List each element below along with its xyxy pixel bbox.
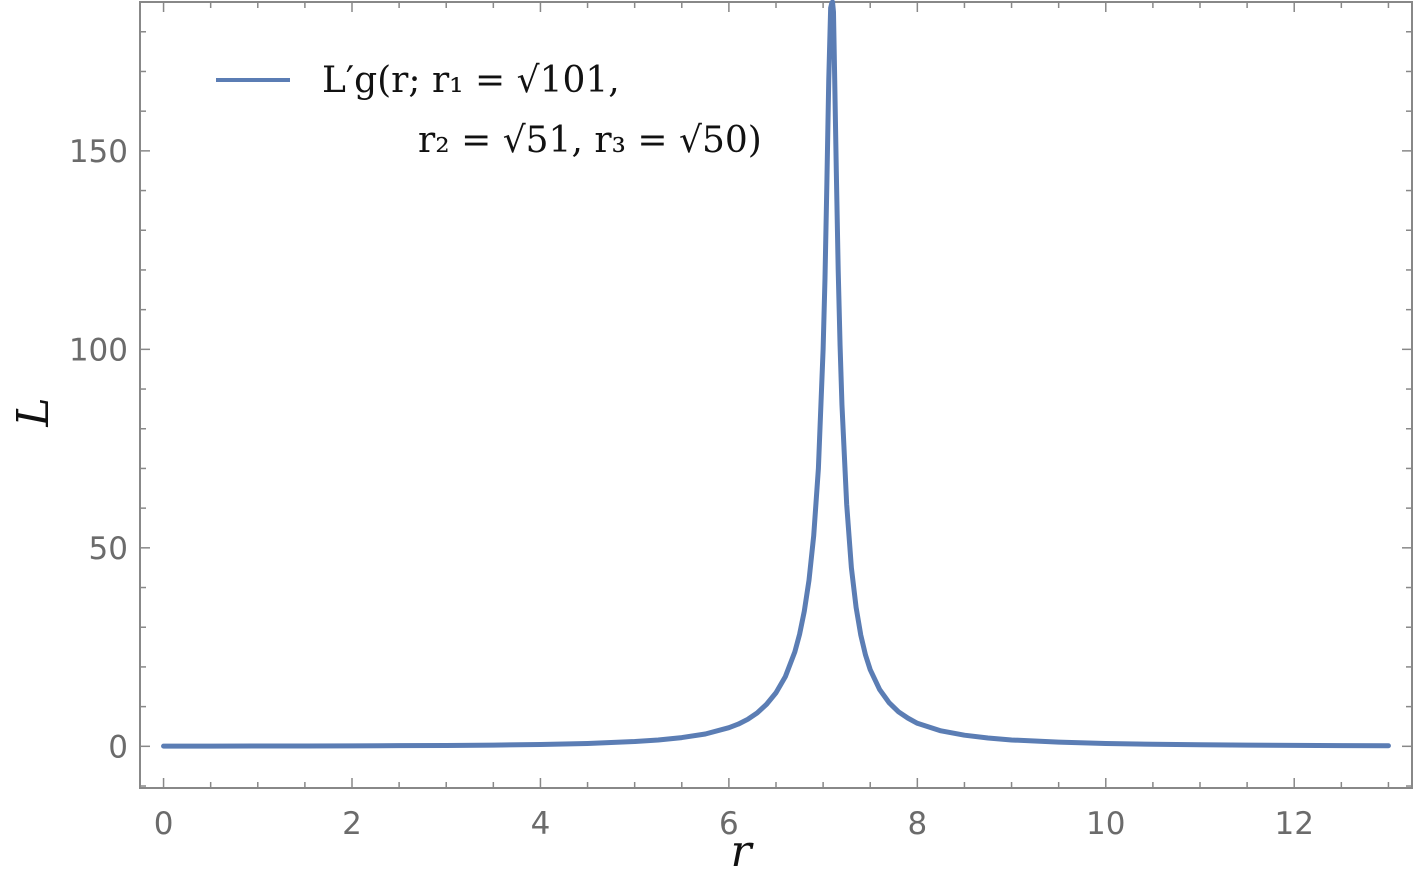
x-tick-label: 2 xyxy=(342,806,362,842)
y-tick-labels: 0 50 100 150 xyxy=(69,134,128,765)
y-axis-label: L xyxy=(8,397,59,427)
x-tick-label: 12 xyxy=(1274,806,1313,842)
x-tick-labels: 0 2 4 6 8 10 12 xyxy=(154,806,1314,842)
x-axis-label: r xyxy=(730,826,754,869)
series-line xyxy=(161,0,1391,749)
axis-ticks xyxy=(140,2,1412,788)
x-tick-label: 4 xyxy=(531,806,551,842)
y-tick-label: 150 xyxy=(69,134,128,170)
y-tick-label: 100 xyxy=(69,332,128,368)
legend-label-line1: L′g(r; r₁ = √101, xyxy=(322,60,620,101)
y-tick-label: 0 xyxy=(108,729,128,765)
legend: L′g(r; r₁ = √101, r₂ = √51, r₃ = √50) xyxy=(216,60,762,161)
legend-label-line2: r₂ = √51, r₃ = √50) xyxy=(418,120,762,161)
y-tick-label: 50 xyxy=(89,531,128,567)
x-tick-label: 6 xyxy=(719,806,739,842)
x-tick-label: 8 xyxy=(907,806,927,842)
x-tick-label: 0 xyxy=(154,806,174,842)
x-tick-label: 10 xyxy=(1086,806,1125,842)
plot-frame xyxy=(139,1,1413,789)
